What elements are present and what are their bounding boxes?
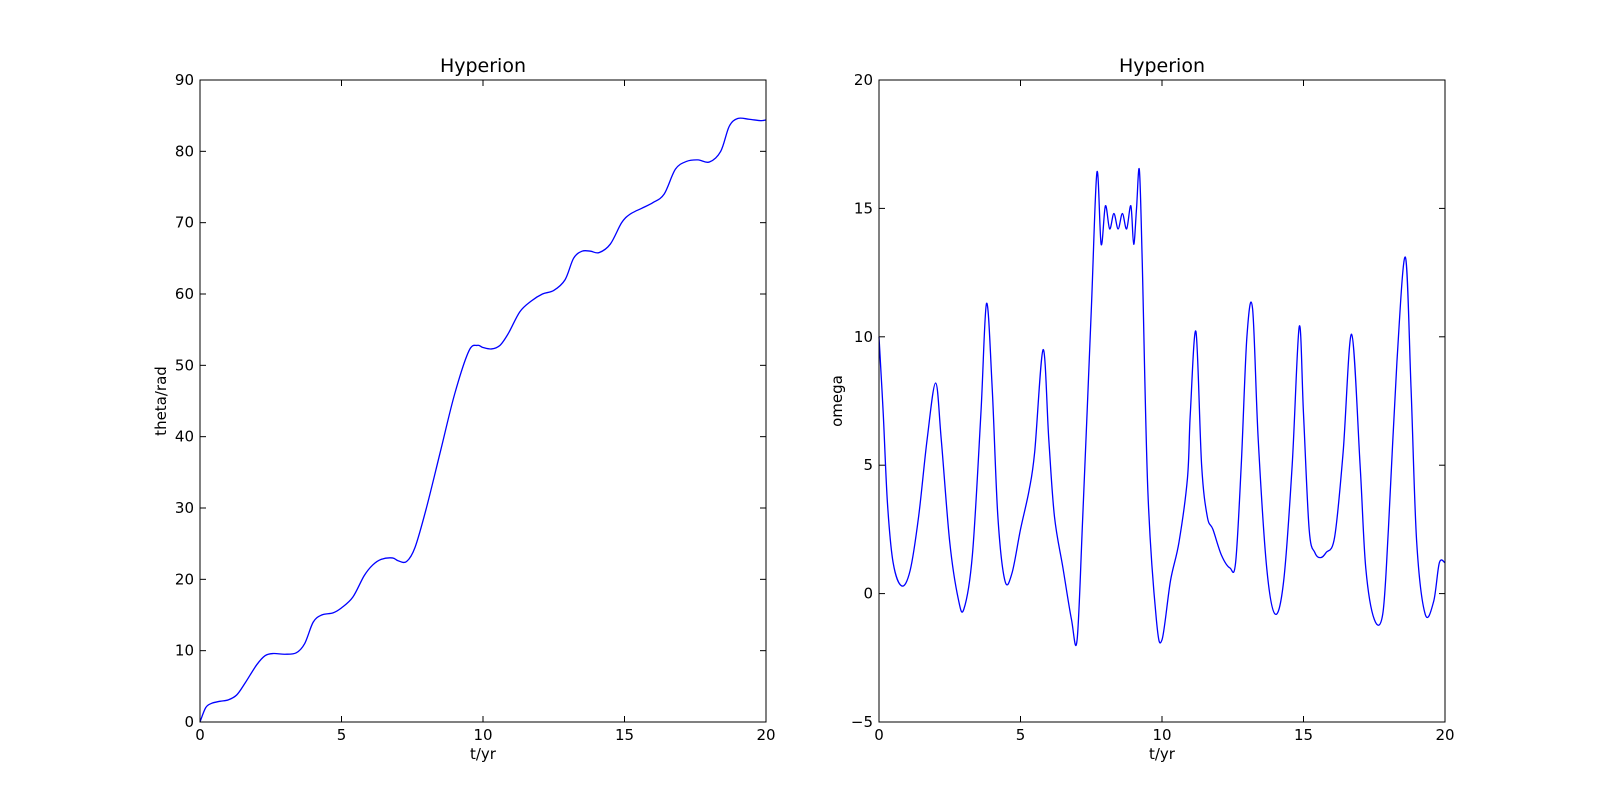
omega-y-tick-label: 10 xyxy=(854,328,873,346)
theta-plot-frame xyxy=(199,79,767,723)
omega-x-tick-label: 10 xyxy=(1152,726,1171,744)
theta-y-tick-label: 70 xyxy=(175,214,194,232)
omega-y-tick-label: 5 xyxy=(863,456,873,474)
omega-x-tick-label: 20 xyxy=(1435,726,1454,744)
omega-chart-title: Hyperion xyxy=(1119,55,1205,77)
omega-series-line xyxy=(878,167,1446,647)
theta-series-line xyxy=(199,117,767,723)
theta-chart-title: Hyperion xyxy=(440,55,526,77)
theta-y-tick-label: 90 xyxy=(175,71,194,89)
theta-y-tick-label: 60 xyxy=(175,285,194,303)
theta-y-tick-label: 50 xyxy=(175,356,194,374)
omega-y-axis-label: omega xyxy=(828,375,846,427)
theta-y-tick-label: 40 xyxy=(175,428,194,446)
omega-y-tick-label: 15 xyxy=(854,199,873,217)
omega-y-tick-label: −5 xyxy=(851,713,873,731)
theta-panel: Hyperion 0 5 10 15 20 0 10 20 30 40 50 60 70 80 90 t/… xyxy=(152,55,776,763)
omega-plot-frame xyxy=(878,79,1446,723)
omega-x-tick-label: 15 xyxy=(1294,726,1313,744)
omega-x-tick-label: 5 xyxy=(1016,726,1026,744)
theta-y-ticks: 0 10 20 30 40 50 60 70 80 90 xyxy=(175,71,766,731)
theta-x-tick-label: 0 xyxy=(195,726,205,744)
omega-y-tick-label: 0 xyxy=(863,585,873,603)
theta-y-tick-label: 0 xyxy=(184,713,194,731)
theta-y-tick-label: 30 xyxy=(175,499,194,517)
theta-x-ticks: 0 5 10 15 20 xyxy=(195,80,776,744)
omega-x-axis-label: t/yr xyxy=(1149,745,1176,763)
theta-x-tick-label: 5 xyxy=(337,726,347,744)
omega-x-ticks: 0 5 10 15 20 xyxy=(874,80,1455,744)
theta-y-tick-label: 20 xyxy=(175,570,194,588)
theta-y-tick-label: 80 xyxy=(175,142,194,160)
omega-x-tick-label: 0 xyxy=(874,726,884,744)
theta-y-tick-label: 10 xyxy=(175,642,194,660)
theta-x-axis-label: t/yr xyxy=(470,745,497,763)
omega-y-tick-label: 20 xyxy=(854,71,873,89)
theta-x-tick-label: 10 xyxy=(473,726,492,744)
theta-y-axis-label: theta/rad xyxy=(152,366,170,436)
omega-y-ticks: −5 0 5 10 15 20 xyxy=(851,71,1445,731)
theta-x-tick-label: 15 xyxy=(615,726,634,744)
theta-x-tick-label: 20 xyxy=(756,726,775,744)
